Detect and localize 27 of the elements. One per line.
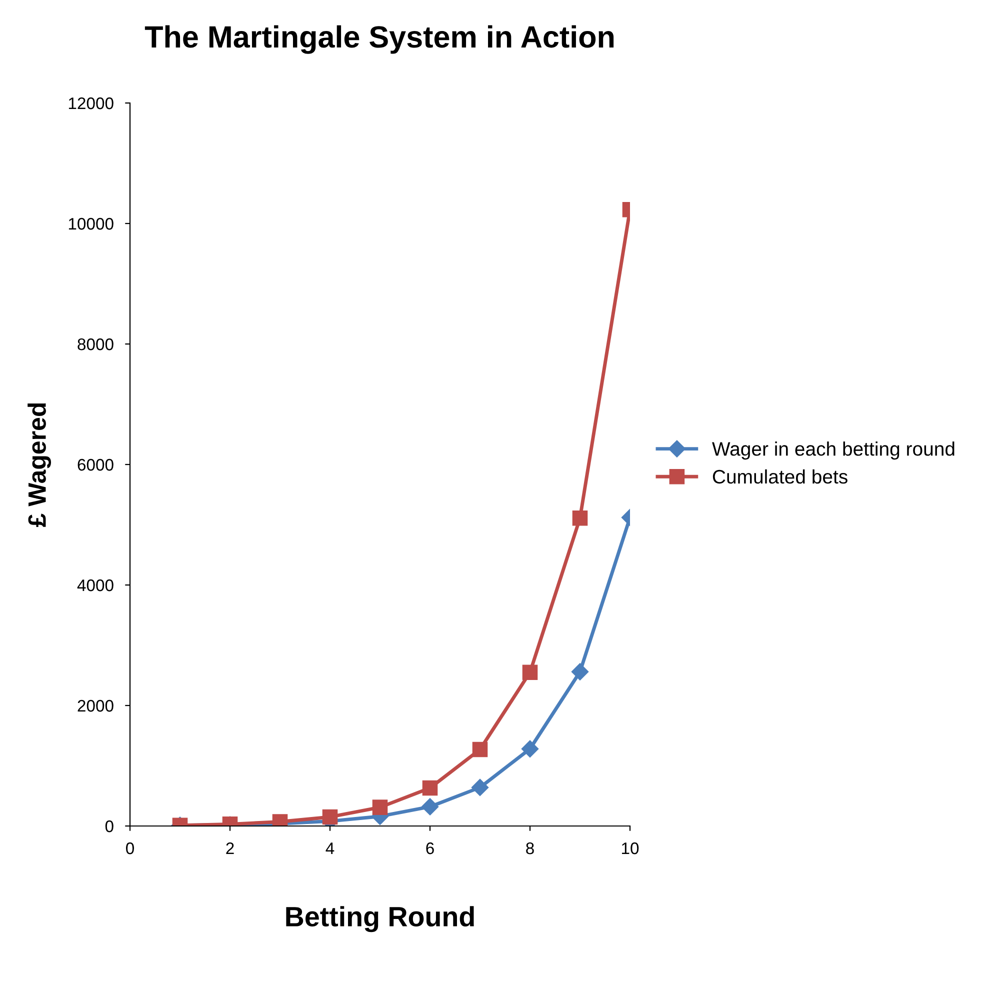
x-tick-label: 8 bbox=[526, 842, 534, 854]
chart-title: The Martingale System in Action bbox=[144, 25, 614, 54]
point bbox=[572, 510, 588, 526]
x-tick-label: 0 bbox=[126, 842, 134, 854]
y-tick-label: 0 bbox=[105, 820, 114, 832]
point bbox=[421, 798, 439, 816]
y-tick-label: 8000 bbox=[78, 338, 114, 350]
y-tick-label: 10000 bbox=[68, 218, 114, 230]
y-axis-title: £ Wagered bbox=[28, 403, 52, 527]
y-tick-label: 6000 bbox=[78, 458, 114, 471]
x-tick-label: 6 bbox=[426, 842, 434, 854]
x-tick-label: 2 bbox=[226, 842, 234, 854]
y-tick-label: 12000 bbox=[68, 97, 114, 110]
legend-label: Cumulated bets bbox=[712, 469, 848, 484]
point bbox=[471, 778, 489, 796]
point bbox=[571, 663, 589, 680]
x-tick-label: 4 bbox=[326, 842, 334, 854]
y-tick-label: 2000 bbox=[78, 700, 114, 712]
x-tick-label: 10 bbox=[622, 842, 639, 854]
point bbox=[521, 740, 539, 758]
point bbox=[472, 742, 488, 758]
y-tick-label: 4000 bbox=[77, 579, 114, 592]
legend-label: Wager in each betting round bbox=[712, 442, 954, 460]
point bbox=[522, 664, 538, 680]
x-axis-title: Betting Round bbox=[286, 906, 474, 932]
point bbox=[372, 800, 388, 815]
point bbox=[422, 780, 438, 796]
